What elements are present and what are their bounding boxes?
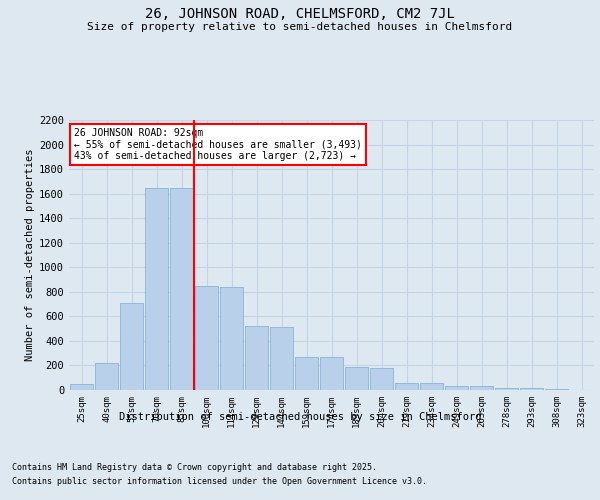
Bar [344, 368, 368, 390]
Bar [95, 363, 118, 390]
Bar [370, 368, 394, 390]
Bar [170, 188, 193, 390]
Bar [70, 384, 94, 390]
Bar [119, 303, 143, 390]
Bar [445, 386, 469, 390]
Bar [395, 382, 418, 390]
Bar [470, 386, 493, 390]
Bar [194, 286, 218, 390]
Y-axis label: Number of semi-detached properties: Number of semi-detached properties [25, 149, 35, 361]
Bar [145, 188, 169, 390]
Text: Size of property relative to semi-detached houses in Chelmsford: Size of property relative to semi-detach… [88, 22, 512, 32]
Bar [220, 287, 244, 390]
Bar [295, 357, 319, 390]
Bar [419, 383, 443, 390]
Text: Contains public sector information licensed under the Open Government Licence v3: Contains public sector information licen… [12, 478, 427, 486]
Text: Contains HM Land Registry data © Crown copyright and database right 2025.: Contains HM Land Registry data © Crown c… [12, 462, 377, 471]
Text: 26, JOHNSON ROAD, CHELMSFORD, CM2 7JL: 26, JOHNSON ROAD, CHELMSFORD, CM2 7JL [145, 8, 455, 22]
Bar [494, 388, 518, 390]
Bar [245, 326, 268, 390]
Text: 26 JOHNSON ROAD: 92sqm
← 55% of semi-detached houses are smaller (3,493)
43% of : 26 JOHNSON ROAD: 92sqm ← 55% of semi-det… [74, 128, 362, 162]
Bar [520, 388, 544, 390]
Bar [269, 328, 293, 390]
Bar [320, 358, 343, 390]
Text: Distribution of semi-detached houses by size in Chelmsford: Distribution of semi-detached houses by … [119, 412, 481, 422]
